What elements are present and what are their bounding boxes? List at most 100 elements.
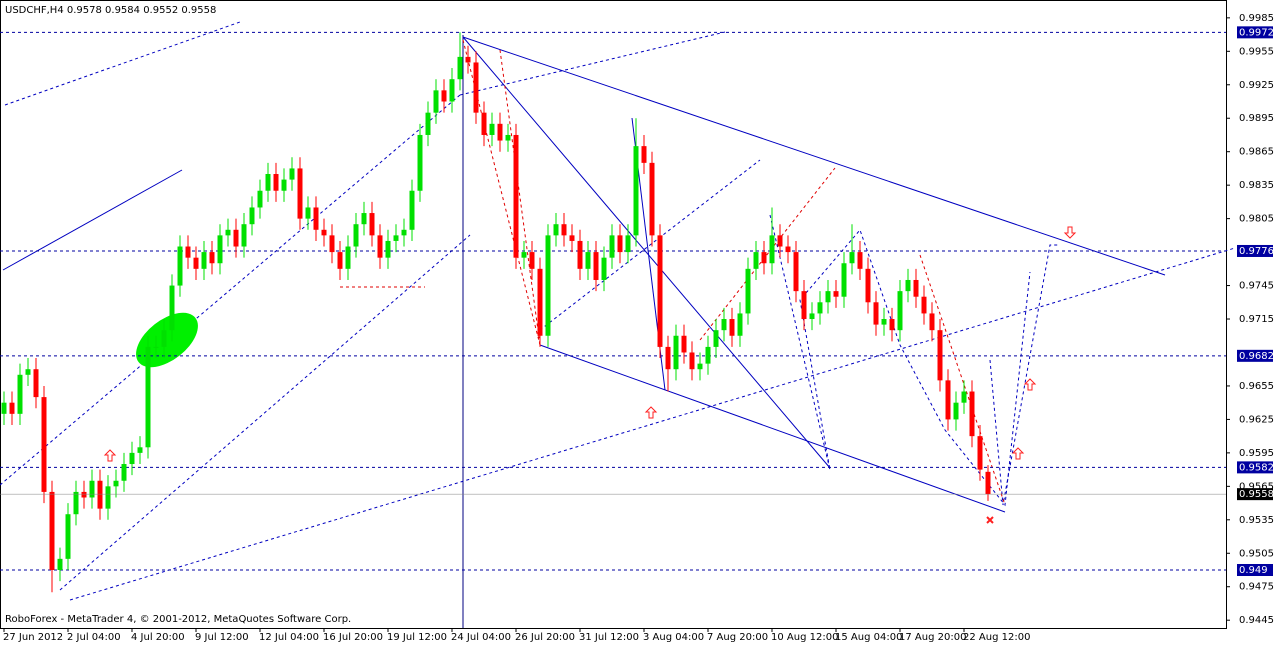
y-tick-label: 0.9535 <box>1239 515 1274 526</box>
candle-body <box>729 319 735 336</box>
candle-body <box>809 313 815 320</box>
candle-body <box>417 134 423 191</box>
candle-body <box>737 313 743 336</box>
candle-body <box>385 240 391 258</box>
candle-body <box>265 174 271 191</box>
candle-body <box>225 229 231 236</box>
y-tick-label: 0.9505 <box>1239 548 1274 559</box>
y-tick-label: 0.9625 <box>1239 414 1274 425</box>
candle-body <box>297 168 303 219</box>
candle-body <box>633 146 639 236</box>
x-tick-label: 27 Jun 2012 <box>3 632 63 643</box>
candle-body <box>353 224 359 247</box>
y-tick-label: 0.9835 <box>1239 180 1274 191</box>
candle-body <box>281 179 287 191</box>
candle-body <box>217 235 223 264</box>
x-tick-label: 7 Aug 20:00 <box>707 632 768 643</box>
candle-body <box>553 224 559 236</box>
x-tick-label: 16 Jul 20:00 <box>323 632 383 643</box>
x-tick-label: 17 Aug 20:00 <box>899 632 966 643</box>
candle-body <box>897 291 903 331</box>
x-tick-label: 15 Aug 04:00 <box>835 632 902 643</box>
y-tick-label: 0.9805 <box>1239 214 1274 225</box>
candle-body <box>545 235 551 336</box>
candle-body <box>977 436 983 470</box>
chart-title: USDCHF,H4 0.9578 0.9584 0.9552 0.9558 <box>5 5 216 16</box>
y-tick-label: 0.9715 <box>1239 314 1274 325</box>
y-tick-label: 0.9985 <box>1239 13 1274 24</box>
candle-body <box>625 235 631 253</box>
candle-body <box>505 134 511 141</box>
candle-body <box>833 291 839 297</box>
last-price-box <box>1237 488 1273 501</box>
candle-body <box>97 480 103 509</box>
level-label-box <box>1237 349 1273 362</box>
candle-body <box>25 369 31 375</box>
candle-body <box>273 174 279 191</box>
candle-body <box>65 514 71 559</box>
candle-body <box>697 363 703 370</box>
level-label: 0.9682 <box>1239 351 1274 362</box>
y-tick-label: 0.9595 <box>1239 448 1274 459</box>
x-tick-label: 10 Aug 12:00 <box>771 632 838 643</box>
x-tick-label: 22 Aug 12:00 <box>963 632 1030 643</box>
level-label: 0.9972 <box>1239 27 1274 38</box>
level-label-box <box>1237 26 1273 39</box>
candle-body <box>409 190 415 230</box>
candle-body <box>249 207 255 225</box>
candle-body <box>913 279 919 297</box>
candle-body <box>161 330 167 347</box>
candle-body <box>601 257 607 280</box>
candle-body <box>793 252 799 292</box>
candle-body <box>345 246 351 269</box>
candle-body <box>825 291 831 303</box>
candle-body <box>393 235 399 241</box>
candle-body <box>289 168 295 180</box>
candle-body <box>209 252 215 264</box>
x-tick-label: 9 Jul 12:00 <box>195 632 249 643</box>
candle-body <box>169 285 175 331</box>
candle-body <box>873 302 879 325</box>
candle-body <box>89 480 95 498</box>
y-tick-label: 0.9865 <box>1239 147 1274 158</box>
candle-body <box>481 112 487 135</box>
x-tick-label: 12 Jul 04:00 <box>259 632 319 643</box>
candle-body <box>985 471 991 495</box>
last-price-label: 0.9558 <box>1239 489 1274 500</box>
candle-body <box>201 252 207 269</box>
candle-body <box>457 56 463 80</box>
candle-body <box>73 491 79 515</box>
candle-body <box>9 402 15 414</box>
candle-body <box>857 252 863 269</box>
candle-body <box>969 391 975 437</box>
candle-body <box>489 123 495 135</box>
candle-body <box>753 252 759 269</box>
candle-body <box>841 263 847 297</box>
candle-body <box>129 452 135 465</box>
candle-body <box>769 235 775 264</box>
y-tick-label: 0.9655 <box>1239 381 1274 392</box>
candle-body <box>57 558 63 570</box>
candle-body <box>681 335 687 353</box>
candle-body <box>761 252 767 264</box>
candle-body <box>945 380 951 420</box>
candle-body <box>937 330 943 381</box>
candle-body <box>705 346 711 364</box>
candle-body <box>569 235 575 241</box>
candle-body <box>257 190 263 208</box>
candle-body <box>177 246 183 286</box>
candle-body <box>321 229 327 236</box>
candle-body <box>49 491 55 570</box>
level-label-box <box>1237 461 1273 474</box>
candle-body <box>921 296 927 314</box>
candle-body <box>433 90 439 113</box>
candle-body <box>929 313 935 331</box>
candle-body <box>193 257 199 269</box>
candle-body <box>817 302 823 314</box>
plot-frame <box>0 0 1227 629</box>
candle-body <box>145 346 151 448</box>
candle-body <box>473 62 479 113</box>
candle-body <box>721 319 727 331</box>
candle-body <box>369 213 375 236</box>
candle-body <box>689 352 695 370</box>
